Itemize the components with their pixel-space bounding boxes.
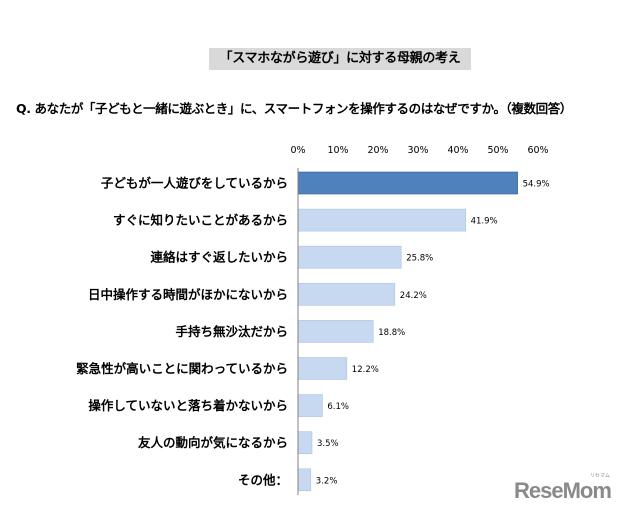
- bar: [297, 431, 313, 455]
- resemom-logo-sub: リセマム: [590, 473, 611, 479]
- x-tick-label: 50%: [487, 145, 508, 156]
- data-label: 41.9%: [471, 217, 498, 227]
- category-label: その他：: [238, 472, 288, 487]
- x-tick-label: 0%: [290, 145, 305, 156]
- bar: [297, 357, 348, 380]
- data-label: 3.5%: [317, 439, 339, 449]
- x-tick-label: 30%: [407, 145, 428, 156]
- category-label: 緊急性が高いことに関わっているから: [76, 361, 288, 376]
- data-label: 18.8%: [378, 328, 405, 338]
- resemom-logo: ReseMom: [514, 478, 612, 503]
- question-text: Q. あなたが「子どもと一緒に遊ぶとき」に、スマートフォンを操作するのはなぜです…: [16, 101, 572, 116]
- bar: [297, 320, 374, 343]
- data-label: 25.8%: [406, 254, 433, 264]
- bar: [297, 282, 396, 306]
- x-tick-label: 60%: [527, 145, 548, 156]
- bar: [297, 468, 312, 492]
- x-tick-label: 20%: [367, 145, 388, 156]
- x-tick-label: 40%: [447, 145, 468, 156]
- category-label: 手持ち無沙汰だから: [175, 324, 288, 339]
- data-label: 24.2%: [400, 291, 427, 301]
- data-label: 54.9%: [523, 180, 550, 190]
- chart-title: 「スマホながら遊び」に対する母親の考え: [209, 48, 471, 70]
- bar: [297, 245, 402, 269]
- bar: [297, 394, 323, 417]
- data-label: 3.2%: [316, 476, 338, 486]
- bar: [297, 171, 518, 195]
- category-label: 操作していないと落ち着かないから: [88, 398, 288, 413]
- category-label: すぐに知りたいことがあるから: [113, 213, 288, 228]
- category-label: 友人の動向が気になるから: [137, 435, 288, 450]
- bar: [297, 208, 466, 232]
- data-label: 12.2%: [352, 365, 379, 375]
- data-label: 6.1%: [327, 402, 349, 412]
- category-label: 日中操作する時間がほかにないから: [88, 287, 288, 302]
- category-label: 連絡はすぐ返したいから: [150, 250, 288, 265]
- category-label: 子どもが一人遊びをしているから: [101, 176, 288, 191]
- x-tick-label: 10%: [327, 145, 348, 156]
